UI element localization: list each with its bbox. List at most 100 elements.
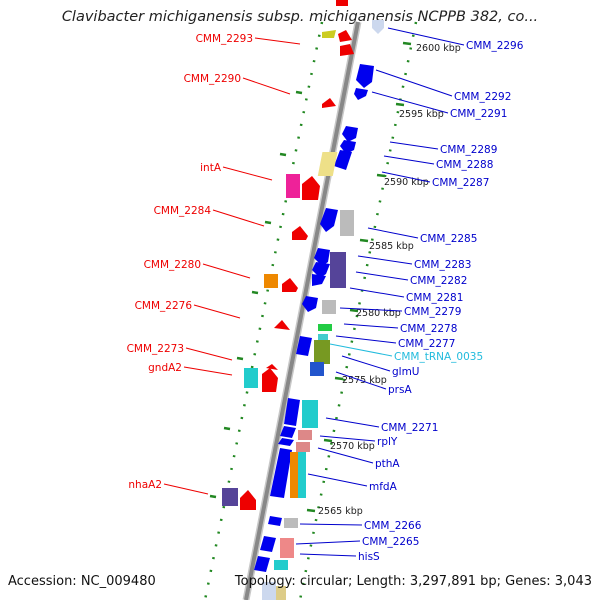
gene-nhaa2-b — [240, 490, 256, 510]
scale-ticks — [306, 41, 412, 513]
right-label-cmm-trna-0035: CMM_tRNA_0035 — [394, 351, 483, 363]
forward-genes — [254, 20, 384, 600]
gene-cmm-2283b — [312, 262, 330, 278]
right-leader-line — [389, 141, 439, 150]
right-leader-line — [335, 371, 387, 390]
gene-hiss-a — [254, 556, 270, 572]
gene-top-red — [336, 0, 348, 6]
right-label-hiss: hisS — [358, 551, 380, 563]
gene-cmm-2265b — [280, 538, 294, 558]
gene-cmm-2287 — [317, 152, 338, 176]
right-label-cmm-2271: CMM_2271 — [381, 422, 438, 434]
right-label-cmm-2265: CMM_2265 — [362, 536, 419, 548]
gene-nhaa2-a — [222, 488, 238, 506]
gene-cmm-2279b — [302, 296, 318, 312]
scale-label: 2590 kbp — [384, 177, 429, 188]
right-leader-line — [341, 355, 391, 372]
left-label-gnda2: gndA2 — [148, 362, 182, 374]
right-leader-line — [339, 307, 403, 312]
left-leader-line — [193, 304, 241, 319]
accession-label: Accession: NC_009480 — [8, 574, 156, 589]
left-leader-line — [222, 166, 273, 181]
right-leader-line — [357, 255, 413, 265]
gene-cmm-2285b — [340, 210, 354, 236]
left-leader-line — [254, 37, 301, 45]
gene-cmm-2293c — [340, 44, 354, 56]
right-leader-line — [319, 435, 376, 442]
gene-cmm-2284 — [292, 226, 308, 240]
gene-cmm-2288 — [334, 150, 352, 170]
left-label-cmm-2273: CMM_2273 — [127, 343, 184, 355]
left-label-nhaa2: nhaA2 — [128, 479, 162, 491]
gene-cmm-2290 — [322, 98, 336, 108]
scale-label: 2570 kbp — [330, 441, 375, 452]
right-label-rply: rplY — [377, 436, 398, 448]
map-title: Clavibacter michiganensis subsp. michiga… — [61, 9, 539, 25]
gene-cmm-2271b — [302, 400, 318, 428]
left-leader-line — [185, 347, 233, 361]
right-label-cmm-2291: CMM_2291 — [450, 108, 507, 120]
scale-label: 2565 kbp — [318, 506, 363, 517]
gene-end-b — [276, 586, 286, 600]
gene-inta-a — [286, 174, 300, 198]
right-leader-line — [375, 69, 453, 97]
left-label-cmm-2280: CMM_2280 — [144, 259, 201, 271]
left-leader-line — [163, 483, 209, 495]
left-label-cmm-2284: CMM_2284 — [154, 205, 212, 217]
gene-cmm-2293b — [338, 30, 352, 42]
gene-cmm-2279 — [322, 300, 336, 314]
gene-glmu — [314, 340, 330, 364]
right-leader-line — [343, 323, 399, 329]
right-label-cmm-2296: CMM_2296 — [466, 40, 524, 52]
minor-ticks — [209, 90, 303, 499]
gene-rply-a — [280, 426, 296, 438]
gene-cmm-2289 — [342, 126, 358, 142]
scale-label: 2595 kbp — [399, 109, 444, 120]
right-label-ptha: pthA — [375, 458, 400, 470]
scale-labels: 2600 kbp 2595 kbp 2590 kbp 2585 kbp 2580 kbp… — [318, 43, 461, 517]
gene-cmm-2280a — [264, 274, 278, 288]
right-label-cmm-2279: CMM_2279 — [404, 306, 461, 318]
right-label-cmm-2285: CMM_2285 — [420, 233, 477, 245]
genome-backbone-core — [244, 21, 360, 600]
gene-mfda-c — [298, 452, 306, 498]
scale-label: 2575 kbp — [342, 375, 387, 386]
right-label-cmm-2281: CMM_2281 — [406, 292, 463, 304]
gene-hiss-b — [274, 560, 288, 570]
scale-label: 2600 kbp — [416, 43, 461, 54]
gene-cmm-2277 — [318, 334, 328, 340]
gene-rply-b — [278, 438, 294, 446]
right-leader-line — [383, 155, 435, 165]
left-label-inta: intA — [200, 162, 222, 174]
right-leader-line — [367, 227, 419, 239]
gene-cmm-2291 — [354, 88, 368, 100]
gene-end-a — [262, 582, 276, 600]
right-leader-line — [307, 473, 368, 487]
right-leader-line — [349, 287, 405, 298]
left-labels: CMM_2293 CMM_2290 intA CMM_2284 CMM_2280 CMM_… — [127, 33, 301, 495]
gene-inta-b — [302, 176, 320, 200]
right-label-cmm-2289: CMM_2289 — [440, 144, 497, 156]
left-label-cmm-2290: CMM_2290 — [184, 73, 241, 85]
right-label-cmm-2278: CMM_2278 — [400, 323, 457, 335]
right-leader-line — [335, 335, 397, 344]
gene-cmm-2280b — [282, 278, 298, 292]
left-leader-line — [202, 263, 251, 279]
gene-cmm-2296 — [372, 20, 384, 34]
gene-cmm-2278 — [318, 324, 332, 331]
left-label-cmm-2276: CMM_2276 — [135, 300, 193, 312]
gene-cmm-2289b — [340, 140, 356, 154]
gene-mfda-b — [290, 452, 298, 498]
gene-ptha — [296, 442, 310, 452]
gene-gnda2-a — [244, 368, 258, 388]
scale-label: 2580 kbp — [356, 308, 401, 319]
right-leader-line — [381, 171, 431, 183]
gene-cmm-2266a — [268, 516, 282, 526]
right-labels: CMM_2296 CMM_2292 CMM_2291 CMM_2289 CMM_2288… — [295, 27, 524, 563]
gene-cmm-2265a — [260, 536, 276, 552]
right-label-cmm-2277: CMM_2277 — [398, 338, 455, 350]
right-leader-line — [295, 540, 361, 545]
topology-summary: Topology: circular; Length: 3,297,891 bp… — [234, 574, 592, 589]
